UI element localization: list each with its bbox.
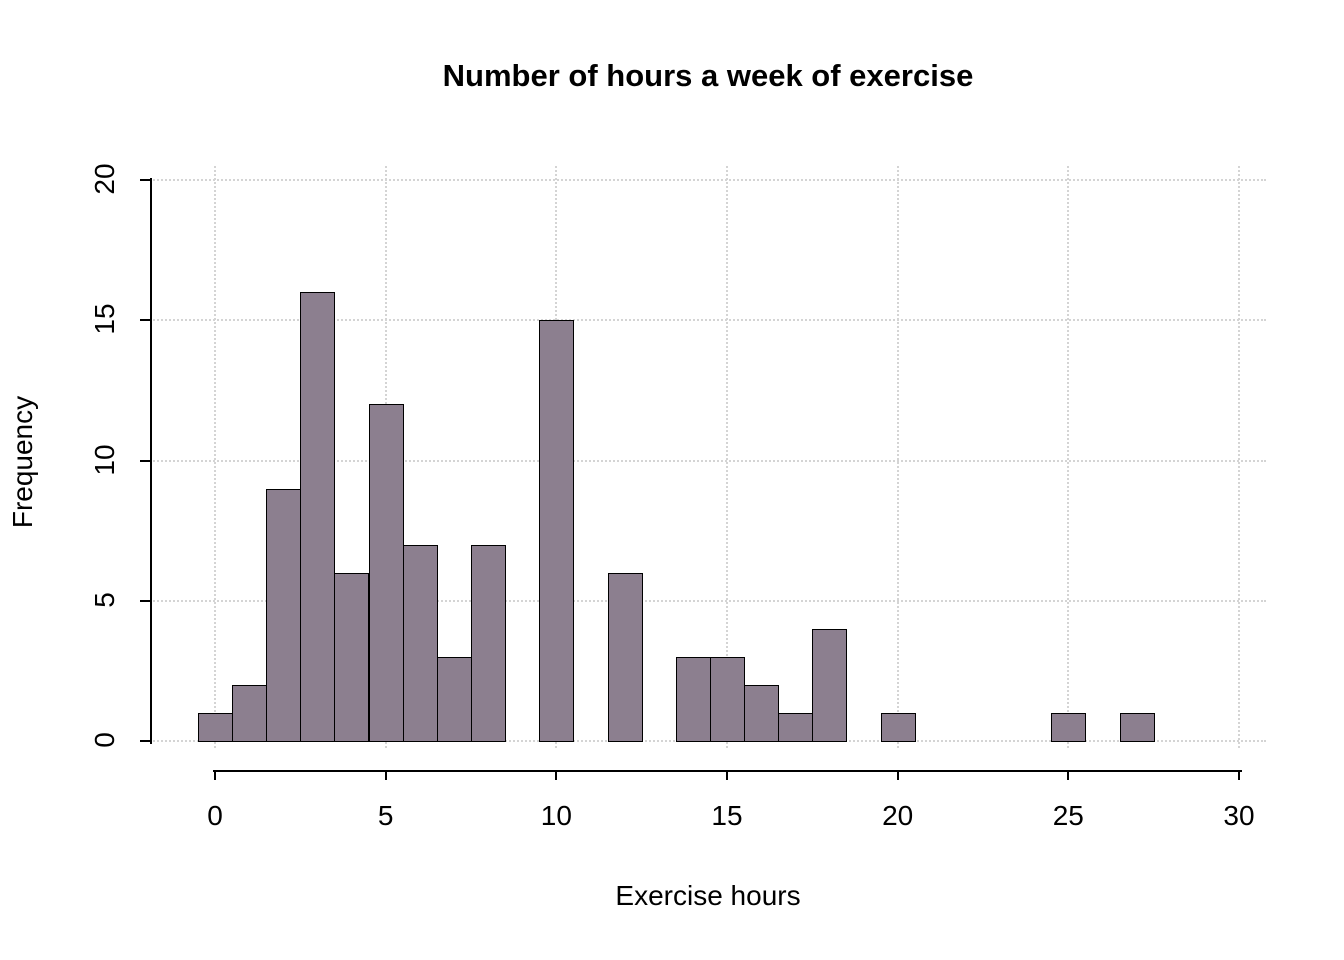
histogram-bar [676, 657, 711, 742]
histogram-bar [437, 657, 472, 742]
histogram-bar [232, 685, 267, 742]
x-axis-tick [725, 770, 728, 780]
grid-line-horizontal [150, 599, 1266, 602]
histogram-bar [369, 404, 404, 742]
x-tick-label: 30 [1223, 800, 1255, 831]
grid-line-horizontal [150, 459, 1266, 462]
y-tick-label: 20 [89, 163, 120, 195]
histogram-bar [1120, 713, 1155, 742]
y-tick-label: 15 [89, 303, 120, 335]
histogram-bar [334, 573, 369, 742]
histogram-bar [744, 685, 779, 742]
x-tick-label: 0 [207, 800, 223, 831]
y-axis-tick [140, 319, 150, 322]
x-axis-tick [1067, 770, 1070, 780]
x-axis-tick [896, 770, 899, 780]
grid-line-vertical [1237, 166, 1240, 748]
y-axis-tick [140, 599, 150, 602]
histogram-bar [1051, 713, 1086, 742]
x-tick-label: 15 [711, 800, 743, 831]
y-axis-line [150, 178, 152, 744]
histogram-bar [881, 713, 916, 742]
grid-line-horizontal [150, 179, 1266, 181]
x-tick-label: 25 [1052, 800, 1084, 831]
grid-line-vertical [896, 166, 899, 748]
grid-line-vertical [214, 166, 216, 748]
histogram-bar [403, 545, 438, 742]
grid-line-horizontal [150, 319, 1266, 322]
histogram-bar [471, 545, 506, 742]
histogram-bar [539, 320, 574, 742]
x-axis-tick [1237, 770, 1240, 780]
histogram-bar [608, 573, 643, 742]
y-axis-tick [140, 459, 150, 462]
grid-line-vertical [725, 166, 728, 748]
histogram-bar [778, 713, 813, 742]
y-axis-title: Frequency [7, 395, 38, 529]
x-tick-label: 5 [377, 800, 394, 831]
x-axis-title: Exercise hours [615, 880, 801, 911]
histogram-bar [812, 629, 847, 742]
x-axis-tick [384, 770, 387, 780]
grid-line-vertical [1067, 166, 1070, 748]
x-tick-label: 10 [540, 800, 572, 831]
y-tick-label: 0 [89, 732, 120, 748]
y-axis-tick [140, 179, 150, 181]
x-axis-tick [214, 770, 216, 780]
y-axis-tick [140, 740, 150, 742]
x-axis-tick [555, 770, 558, 780]
y-tick-label: 5 [89, 591, 120, 608]
histogram-bar [266, 489, 301, 742]
histogram-bar [710, 657, 745, 742]
y-tick-label: 10 [89, 443, 120, 476]
histogram-bar [300, 292, 335, 742]
histogram-bar [198, 713, 233, 742]
x-tick-label: 20 [882, 800, 914, 831]
chart-title: Number of hours a week of exercise [442, 58, 974, 93]
